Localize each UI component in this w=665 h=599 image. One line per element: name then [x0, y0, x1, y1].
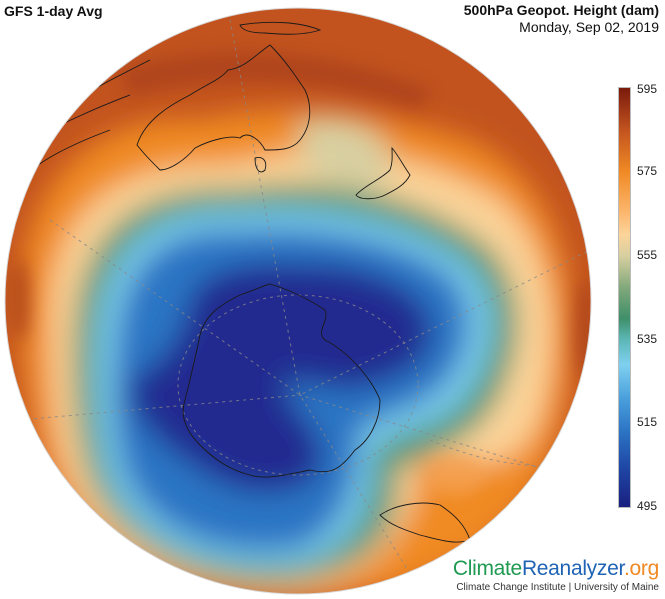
australia-coast [136, 44, 311, 171]
branding-tagline: Climate Change Institute | University of… [456, 582, 659, 593]
climate-reanalyzer-logo[interactable]: ClimateReanalyzer.org [452, 557, 659, 580]
colorbar-tick-515: 515 [637, 415, 658, 429]
colorbar [618, 87, 631, 508]
colorbar-tick-555: 555 [637, 248, 658, 262]
globe-outline [4, 7, 592, 595]
header-right: 500hPa Geopot. Height (dam) Monday, Sep … [464, 2, 659, 36]
model-title: GFS 1-day Avg [4, 3, 103, 19]
colorbar-tick-535: 535 [637, 332, 658, 346]
globe-map [4, 7, 592, 595]
variable-title: 500hPa Geopot. Height (dam) [463, 2, 659, 18]
colorbar-tick-575: 575 [637, 164, 658, 178]
colorbar-tick-595: 595 [637, 82, 658, 96]
colorbar-tick-495: 495 [637, 499, 658, 513]
branding: ClimateReanalyzer.org Climate Change Ins… [453, 557, 659, 594]
new-zealand-coast [355, 146, 411, 200]
height-field [5, 8, 591, 594]
date-label: Monday, Sep 02, 2019 [519, 19, 659, 35]
antarctica-coast [182, 283, 381, 478]
tasmania-coast [254, 157, 267, 173]
new-guinea-coast [239, 21, 322, 35]
